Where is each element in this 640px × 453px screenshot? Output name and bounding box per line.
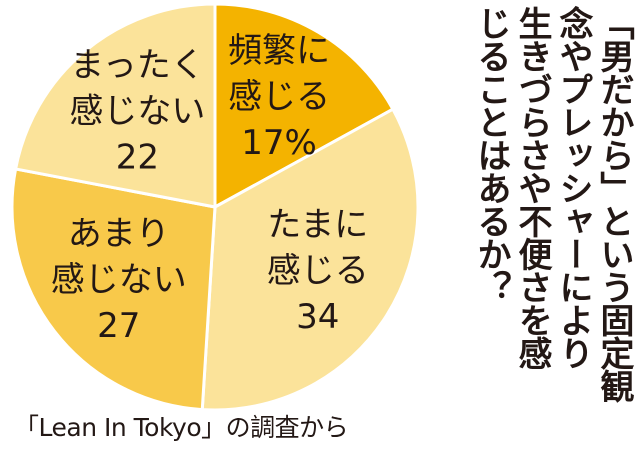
title-line-1: 「男だから」という固定観 bbox=[594, 6, 634, 402]
source-caption: 「Lean In Tokyo」の調査から bbox=[14, 413, 349, 442]
slice-label-line: まったく bbox=[70, 46, 205, 86]
question-title: 「男だから」という固定観 念やプレッシャーにより 生きづらさや不便さを感 じるこ… bbox=[464, 6, 634, 402]
slice-value-1: 17% bbox=[241, 123, 317, 163]
slice-label-line: 感じる bbox=[267, 251, 369, 291]
slice-label-line: 頻繁に bbox=[228, 31, 330, 71]
title-line-4: じることはあるか？ bbox=[471, 6, 511, 303]
slice-label-line: 感じない bbox=[51, 260, 187, 300]
slice-label-line: あまり bbox=[68, 214, 170, 254]
slice-label-line: 感じない bbox=[69, 92, 205, 132]
slice-value-2: 34 bbox=[296, 297, 339, 337]
slice-label-line: 感じる bbox=[228, 77, 330, 117]
pie-outline bbox=[11, 3, 419, 410]
slice-value-4: 22 bbox=[116, 138, 159, 178]
title-line-3: 生きづらさや不便さを感 bbox=[512, 6, 552, 369]
slice-value-3: 27 bbox=[97, 306, 140, 346]
slice-label-line: たまに bbox=[267, 205, 368, 245]
title-line-2: 念やプレッシャーにより bbox=[553, 6, 593, 369]
